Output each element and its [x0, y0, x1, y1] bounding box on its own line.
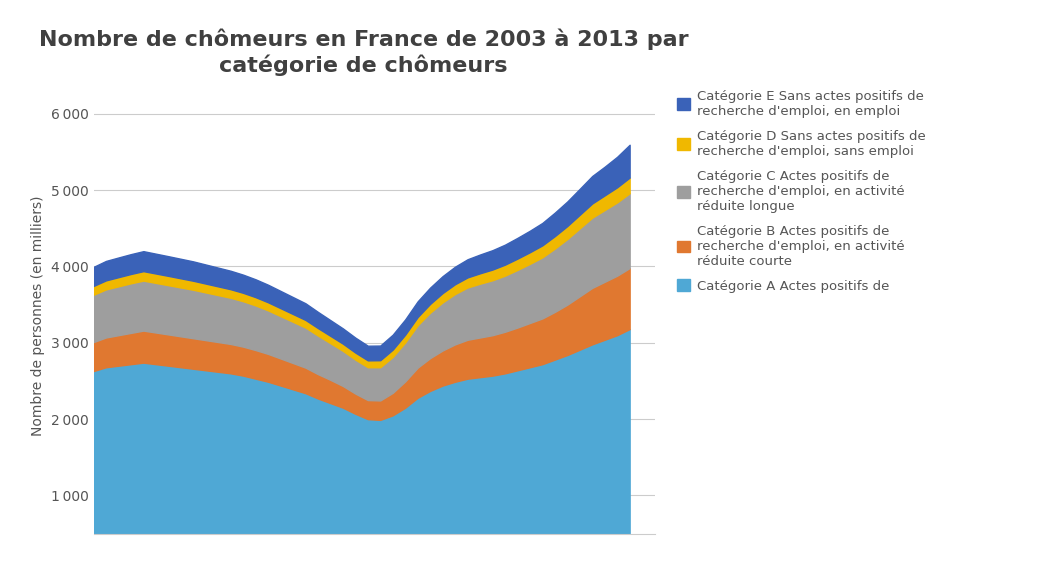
Text: Nombre de chômeurs en France de 2003 à 2013 par
catégorie de chômeurs: Nombre de chômeurs en France de 2003 à 2…	[38, 29, 689, 75]
Y-axis label: Nombre de personnes (en milliers): Nombre de personnes (en milliers)	[31, 196, 46, 436]
Legend: Catégorie E Sans actes positifs de
recherche d'emploi, en emploi, Catégorie D Sa: Catégorie E Sans actes positifs de reche…	[677, 90, 926, 293]
